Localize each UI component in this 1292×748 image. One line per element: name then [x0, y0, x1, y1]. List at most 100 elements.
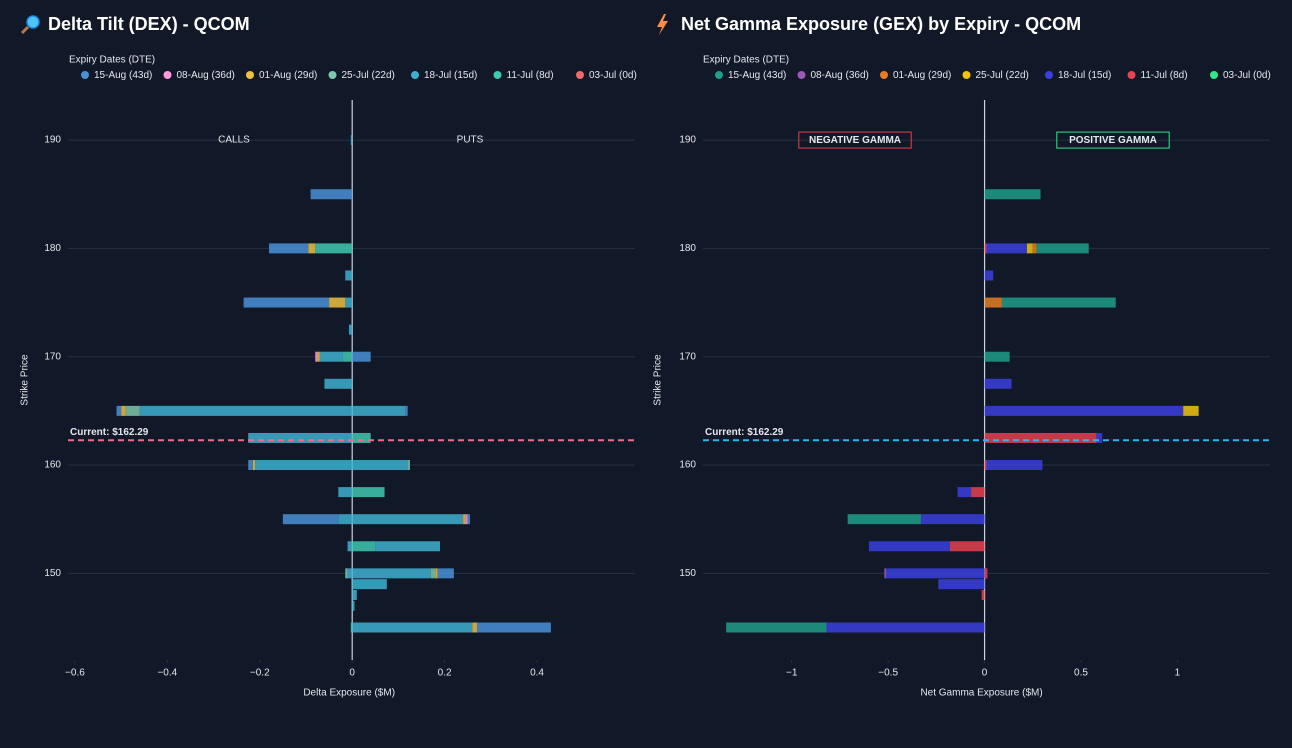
bar-segment [248, 432, 353, 443]
x-tick-label: −0.4 [157, 668, 177, 679]
bar-segment [957, 487, 972, 498]
bar-segment [986, 460, 1043, 471]
bar-segment [139, 405, 353, 416]
bar-segment [338, 514, 353, 525]
bar-segment [315, 243, 353, 254]
legend-label: 08-Aug (36d) [177, 70, 235, 81]
bar-segment [1036, 243, 1089, 254]
y-tick-label: 160 [679, 460, 696, 471]
bar-segment [971, 487, 985, 498]
legend-swatch [163, 71, 172, 79]
bar-segment [981, 590, 985, 601]
x-tick-label: 0.2 [438, 668, 452, 679]
legend-title: Expiry Dates (DTE) [703, 55, 789, 66]
bar-segment [375, 541, 440, 552]
bar-segment [352, 579, 387, 590]
chart-title: Delta Tilt (DEX) - QCOM [48, 14, 250, 34]
dex-icon [20, 15, 40, 35]
x-tick-label: −0.2 [250, 668, 270, 679]
x-tick-label: 0.5 [1074, 668, 1088, 679]
bar-segment [1027, 243, 1033, 254]
legend-swatch [576, 71, 584, 79]
legend-swatch [797, 71, 806, 79]
bar-segment [1096, 432, 1103, 443]
bar-segment [405, 405, 408, 416]
y-tick-label: 190 [679, 135, 696, 146]
legend-swatch [1127, 71, 1136, 79]
bar-segment [1183, 405, 1199, 416]
y-tick-label: 150 [44, 568, 61, 579]
bar-segment [352, 600, 355, 611]
bar-segment [984, 297, 1002, 308]
bar-segment [984, 351, 1010, 362]
legend-label: 11-Jul (8d) [1141, 70, 1188, 81]
bar-segment [984, 189, 1041, 200]
bar-segment [826, 622, 985, 633]
legend-swatch [1210, 71, 1218, 79]
legend-label: 08-Aug (36d) [811, 70, 869, 81]
gex-icon [657, 14, 668, 35]
bar-segment [1032, 243, 1037, 254]
bar-segment [347, 541, 353, 552]
bar-segment [472, 622, 477, 633]
annotation: POSITIVE GAMMA [1069, 135, 1157, 146]
bar-segment [463, 514, 466, 525]
bar-segment [984, 460, 987, 471]
bar-segment [338, 487, 353, 498]
bar-segment [315, 351, 318, 362]
legend-swatch [1045, 71, 1053, 79]
x-tick-label: 0 [349, 668, 355, 679]
legend-swatch [328, 71, 337, 79]
bar-segment [116, 405, 122, 416]
bar-segment [282, 514, 339, 525]
bar-segment [352, 351, 371, 362]
bar-segment [437, 568, 454, 579]
bar-segment [984, 243, 987, 254]
y-tick-label: 180 [679, 243, 696, 254]
bar-segment [1001, 297, 1116, 308]
legend-label: 03-Jul (0d) [589, 70, 637, 81]
x-tick-label: −0.6 [65, 668, 85, 679]
y-tick-label: 190 [44, 135, 61, 146]
bar-segment [125, 405, 140, 416]
bar-segment [352, 432, 371, 443]
annotation: NEGATIVE GAMMA [809, 135, 901, 146]
bar-segment [847, 514, 921, 525]
y-tick-label: 160 [44, 460, 61, 471]
bar-segment [938, 579, 985, 590]
bar-segment [329, 297, 346, 308]
bar-segment [868, 541, 950, 552]
bar-segment [984, 432, 1097, 443]
bar-segment [352, 487, 385, 498]
chart-title: Net Gamma Exposure (GEX) by Expiry - QCO… [681, 14, 1081, 34]
legend-swatch [246, 71, 254, 79]
x-tick-label: 1 [1175, 668, 1181, 679]
legend-title: Expiry Dates (DTE) [69, 55, 155, 66]
legend-label: 11-Jul (8d) [507, 70, 554, 81]
annotation: PUTS [457, 135, 484, 146]
bar-segment [352, 460, 408, 471]
bar-segment [886, 568, 985, 579]
bar-segment [252, 460, 256, 471]
legend-swatch [411, 71, 419, 79]
bar-segment [345, 568, 348, 579]
bar-segment [984, 270, 994, 281]
y-tick-label: 180 [44, 243, 61, 254]
bar-segment [407, 460, 410, 471]
bar-segment [255, 460, 353, 471]
annotation-box [1056, 131, 1170, 149]
x-tick-label: 0 [982, 668, 988, 679]
legend-swatch [81, 71, 89, 79]
legend-label: 25-Jul (22d) [342, 70, 395, 81]
bar-segment [352, 541, 376, 552]
bar-segment [726, 622, 827, 633]
bar-segment [121, 405, 126, 416]
bar-segment [319, 351, 343, 362]
bar-segment [352, 514, 464, 525]
bar-segment [350, 135, 353, 146]
bar-segment [920, 514, 985, 525]
bar-segment [248, 460, 253, 471]
annotation: CALLS [218, 135, 250, 146]
bar-segment [467, 514, 471, 525]
